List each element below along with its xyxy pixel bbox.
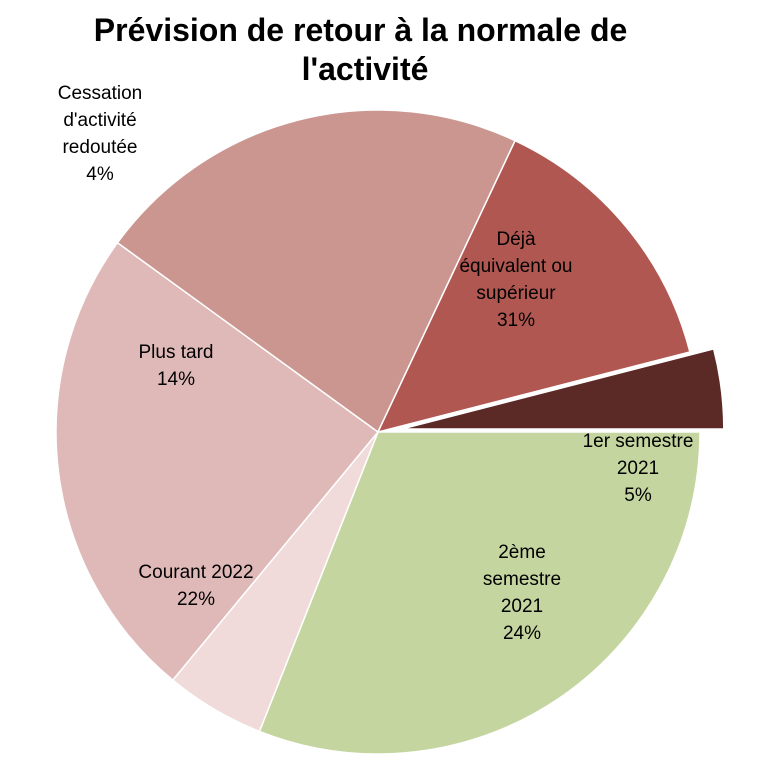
chart-title: Prévision de retour à la normale de l'ac… [94, 12, 636, 87]
pie-slice [376, 139, 691, 434]
slice-category-label: équivalent ou [459, 256, 572, 277]
slice-category-label: 1er semestre [583, 431, 694, 452]
slice-label: 2ème semestre 2021 24% [483, 542, 561, 644]
chart-title-line-2: l'activité [302, 51, 429, 87]
slice-label: Plus tard 14% [139, 342, 214, 390]
slice-category-label: Courant 2022 [138, 562, 253, 583]
slice-value-label: 4% [86, 164, 114, 185]
slice-labels: Déjà équivalent ou supérieur 31% 1er semestr… [58, 83, 694, 644]
slice-category-label: 2021 [501, 596, 543, 617]
slice-category-label: d'activité [63, 110, 136, 131]
pie-slice [55, 241, 380, 682]
slice-value-label: 31% [497, 310, 535, 331]
pie-slices [55, 109, 725, 755]
slice-value-label: 24% [503, 623, 541, 644]
slice-label: Déjà équivalent ou supérieur 31% [459, 229, 572, 331]
chart-title-line-1: Prévision de retour à la normale de [94, 12, 628, 48]
slice-value-label: 5% [624, 485, 652, 506]
slice-category-label: semestre [483, 569, 561, 590]
slice-value-label: 14% [157, 369, 195, 390]
slice-label: Cessation d'activité redoutée 4% [58, 83, 143, 185]
slice-category-label: 2ème [498, 542, 546, 563]
slice-category-label: 2021 [617, 458, 659, 479]
pie-slice [258, 431, 701, 755]
slice-value-label: 22% [177, 589, 215, 610]
slice-label: 1er semestre 2021 5% [583, 431, 694, 506]
pie-slice [401, 348, 725, 430]
slice-category-label: Cessation [58, 83, 143, 104]
slice-label: Courant 2022 22% [138, 562, 253, 610]
slice-category-label: supérieur [476, 283, 556, 304]
slice-category-label: Plus tard [139, 342, 214, 363]
slice-category-label: Déjà [496, 229, 536, 250]
slice-category-label: redoutée [62, 137, 137, 158]
